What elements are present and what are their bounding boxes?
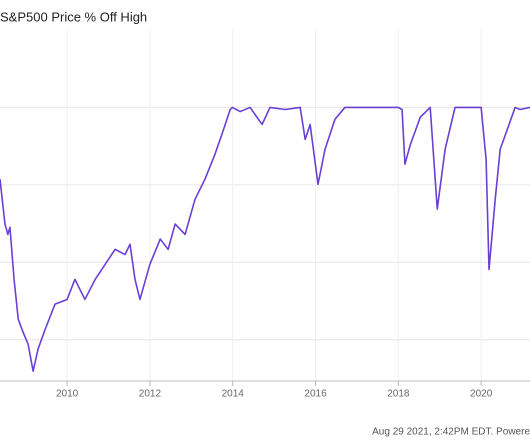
x-tick-label: 2012 [139, 389, 162, 400]
x-tick-label: 2014 [222, 389, 245, 400]
line [0, 106, 530, 372]
x-tick-label: 2016 [304, 389, 327, 400]
chart-title: S&P500 Price % Off High [0, 9, 147, 24]
footer: Aug 29 2021, 2:42PM EDT. Powere [372, 427, 530, 438]
x-tick-label: 2020 [470, 389, 493, 400]
x-tick-label: 2010 [56, 389, 79, 400]
x-tick-label: 2018 [387, 389, 410, 400]
